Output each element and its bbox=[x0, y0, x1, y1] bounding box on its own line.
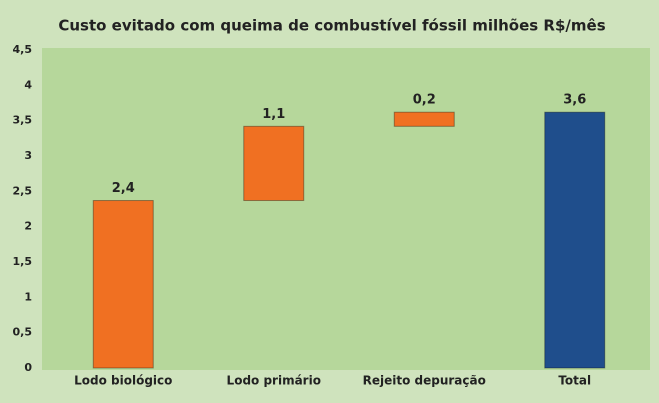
x-tick-label: Total bbox=[558, 374, 591, 388]
data-label: 0,2 bbox=[413, 93, 436, 108]
y-tick-label: 2,5 bbox=[13, 184, 33, 197]
data-label: 1,1 bbox=[262, 107, 285, 122]
x-tick-label: Lodo biológico bbox=[74, 374, 172, 388]
y-tick-label: 1 bbox=[24, 290, 32, 303]
bar bbox=[544, 111, 606, 369]
chart-title: Custo evitado com queima de combustível … bbox=[58, 17, 605, 35]
bar bbox=[92, 200, 154, 369]
data-label: 2,4 bbox=[112, 181, 135, 196]
y-tick-label: 4,5 bbox=[13, 43, 33, 56]
x-tick-label: Lodo primário bbox=[227, 374, 321, 388]
y-tick-label: 2 bbox=[24, 220, 32, 233]
x-tick-label: Rejeito depuração bbox=[363, 374, 486, 388]
y-tick-label: 1,5 bbox=[13, 255, 33, 268]
y-tick-label: 3 bbox=[24, 149, 32, 162]
bar bbox=[393, 111, 455, 127]
y-tick-label: 0 bbox=[24, 361, 32, 374]
bar bbox=[243, 125, 305, 202]
data-label: 3,6 bbox=[563, 93, 586, 108]
y-tick-label: 3,5 bbox=[13, 114, 33, 127]
y-tick-label: 4 bbox=[24, 78, 32, 91]
y-tick-label: 0,5 bbox=[13, 326, 33, 339]
